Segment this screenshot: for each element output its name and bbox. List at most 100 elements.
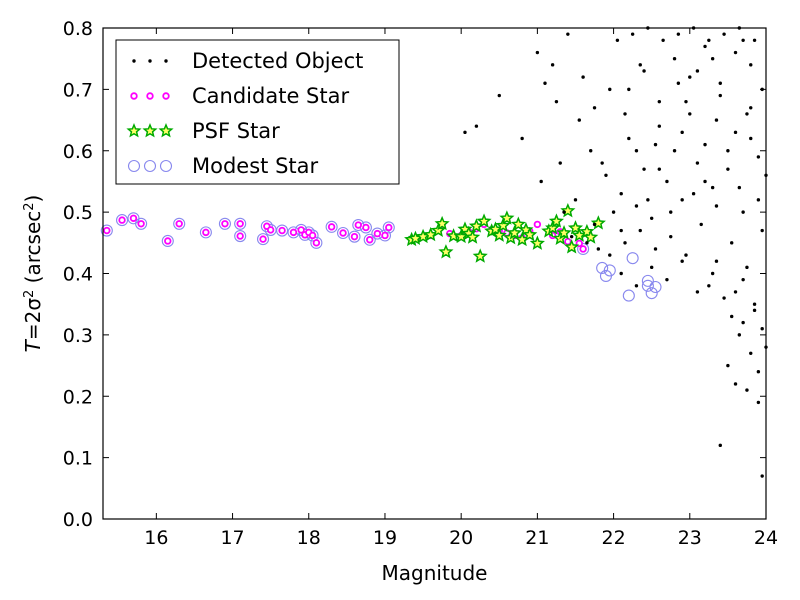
data-point (164, 237, 172, 245)
data-point (256, 233, 270, 246)
data-point (634, 284, 639, 288)
legend-item: PSF Star (126, 119, 280, 143)
data-point (642, 69, 646, 73)
x-tick-label: 21 (525, 527, 549, 549)
data-point (199, 226, 212, 239)
x-axis: 16 17 18 19 20 21 22 23 24 (144, 28, 778, 549)
data-point (596, 247, 601, 251)
data-point (566, 32, 570, 36)
data-point (691, 192, 696, 196)
data-point (497, 93, 501, 98)
legend-marker (148, 59, 152, 63)
data-point (266, 226, 275, 234)
legend-label: PSF Star (192, 119, 280, 143)
data-point (236, 220, 244, 228)
x-tick-label: 16 (144, 527, 168, 549)
data-point (615, 38, 620, 42)
data-point (608, 87, 612, 92)
data-point (756, 370, 761, 374)
y-tick-label: 0.1 (63, 448, 93, 470)
data-point (366, 236, 374, 244)
legend-marker (143, 159, 157, 173)
data-point (760, 474, 764, 478)
series-psf-star (404, 202, 606, 263)
data-point (385, 223, 393, 232)
data-point (556, 225, 572, 240)
data-point (465, 229, 481, 244)
data-point (745, 265, 749, 270)
data-point (684, 99, 688, 104)
data-point (573, 198, 578, 202)
data-point (348, 230, 361, 243)
y-axis-label-sup1: 2 (22, 290, 37, 298)
data-point (623, 112, 627, 116)
data-point (522, 226, 538, 242)
data-point (760, 327, 764, 331)
data-point (672, 149, 677, 153)
legend-item: Detected Object (132, 49, 363, 73)
x-tick-label: 23 (678, 527, 702, 549)
legend-marker (158, 123, 174, 138)
data-point (638, 228, 642, 233)
data-point (554, 99, 559, 104)
data-point (733, 50, 738, 55)
data-point (577, 242, 590, 255)
data-point (310, 236, 323, 249)
data-point (669, 210, 673, 214)
y-axis-label: T=2σ2 (arcsec2) (21, 195, 45, 353)
data-point (438, 244, 454, 259)
data-point (641, 274, 654, 287)
data-point (234, 230, 247, 243)
data-point (745, 388, 749, 392)
data-point (688, 112, 692, 116)
data-point (745, 112, 749, 116)
data-point (236, 232, 244, 240)
data-point (260, 220, 273, 233)
data-point (611, 210, 616, 214)
data-point (506, 225, 523, 240)
legend-marker (164, 59, 168, 63)
y-axis-label-units: (arcsec (21, 211, 45, 290)
data-point (722, 296, 726, 300)
data-point (350, 232, 359, 241)
data-point (495, 217, 511, 233)
data-point (175, 220, 183, 228)
data-point (630, 32, 635, 36)
data-point (726, 167, 730, 171)
data-point (434, 215, 450, 231)
data-point (276, 224, 289, 237)
data-point (661, 38, 665, 42)
data-point (730, 314, 734, 319)
data-point (718, 93, 722, 98)
legend-box (115, 39, 400, 185)
data-point (730, 241, 734, 245)
data-point (749, 63, 753, 67)
data-point (733, 290, 738, 294)
data-point (641, 279, 654, 292)
data-point (737, 185, 742, 190)
data-point (619, 192, 623, 196)
data-point (703, 179, 707, 184)
legend-label: Detected Object (192, 49, 363, 73)
data-point (103, 226, 111, 235)
data-point (596, 261, 609, 275)
data-point (714, 259, 719, 263)
data-point (289, 228, 298, 237)
legend-item: Candidate Star (130, 84, 349, 108)
data-point (737, 333, 742, 337)
data-point (312, 239, 321, 247)
legend-marker (130, 92, 138, 100)
data-point (600, 161, 604, 165)
data-point (676, 81, 681, 85)
data-point (562, 210, 566, 214)
data-point (564, 239, 580, 254)
data-point (619, 228, 623, 233)
data-point (543, 81, 547, 85)
x-tick-label: 17 (220, 527, 244, 549)
data-point (548, 213, 564, 228)
data-point (381, 231, 389, 240)
data-point (653, 247, 658, 251)
data-point (680, 130, 684, 135)
data-point (752, 38, 757, 42)
x-tick-label: 19 (373, 527, 397, 549)
